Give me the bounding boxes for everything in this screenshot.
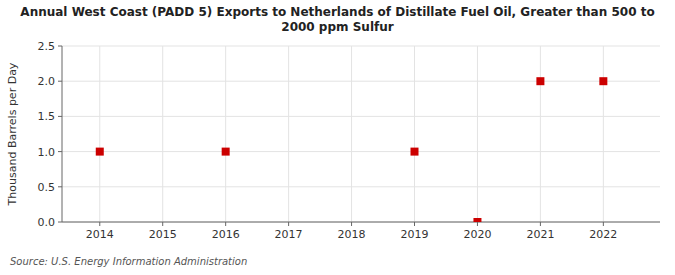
x-tick-label: 2016 [212,228,240,241]
grid-line-x [99,46,100,222]
grid-line-x [225,46,226,222]
grid-line-x [477,46,478,222]
grid-line-x [540,46,541,222]
y-tick-label: 0.0 [38,216,56,229]
x-tick-label: 2017 [275,228,303,241]
y-tick [58,46,62,47]
x-tick-label: 2019 [401,228,429,241]
grid-line-x [162,46,163,222]
chart: Annual West Coast (PADD 5) Exports to Ne… [0,0,675,275]
x-tick-label: 2020 [463,228,491,241]
x-tick [351,222,352,226]
x-tick [99,222,100,226]
plot-area [62,46,660,222]
y-tick-label: 1.0 [38,146,56,159]
point [96,148,104,156]
x-axis-line [62,222,660,223]
source: Source: U.S. Energy Information Administ… [10,256,247,267]
x-tick-label: 2018 [338,228,366,241]
y-axis-line [62,46,63,222]
x-tick [288,222,289,226]
y-tick [58,186,62,187]
x-tick-label: 2014 [86,228,114,241]
y-axis-label: Thousand Barrels per Day [6,62,19,206]
x-tick [225,222,226,226]
title-line: Annual West Coast (PADD 5) Exports to Ne… [20,5,654,19]
grid [62,46,660,222]
grid-line-y [62,81,660,82]
y-tick [58,151,62,152]
grid-line-x [603,46,604,222]
x-tick-label: 2021 [526,228,554,241]
grid-line-y [62,151,660,152]
point [536,77,544,85]
y-tick-label: 2.5 [38,40,56,53]
grid-line-x [351,46,352,222]
grid-line-y [62,222,660,223]
point [599,77,607,85]
grid-line-y [62,116,660,117]
title: Annual West Coast (PADD 5) Exports to Ne… [20,5,654,34]
y-tick [58,116,62,117]
x-tick [603,222,604,226]
y-tick [58,81,62,82]
x-tick-label: 2015 [149,228,177,241]
grid-line-y [62,46,660,47]
x-tick [414,222,415,226]
x-tick [540,222,541,226]
x-tick [162,222,163,226]
point [222,148,230,156]
y-tick-label: 1.5 [38,110,56,123]
grid-line-x [288,46,289,222]
point [411,148,419,156]
points [96,77,608,222]
x-tick-label: 2022 [589,228,617,241]
grid-line-y [62,186,660,187]
grid-line-x [414,46,415,222]
y-tick-label: 0.5 [38,181,56,194]
point [473,218,481,222]
y-tick [58,222,62,223]
y-tick-label: 2.0 [38,75,56,88]
x-tick [477,222,478,226]
title-line: 2000 ppm Sulfur [281,20,394,34]
